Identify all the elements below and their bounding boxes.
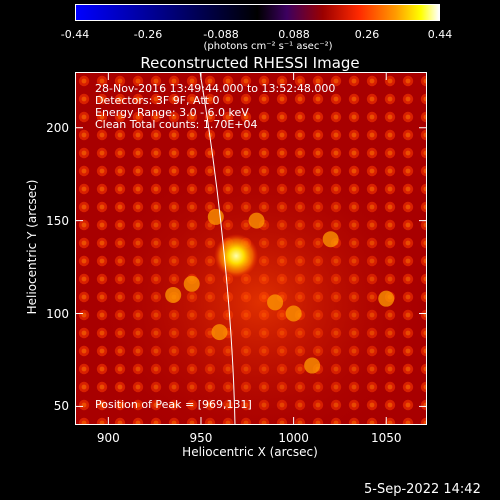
bright-spot [322, 231, 339, 248]
solar-limb-line [199, 72, 236, 425]
bright-spot [248, 212, 265, 229]
chart-title: Reconstructed RHESSI Image [140, 54, 360, 72]
bright-spots [165, 208, 395, 374]
colorbar [75, 4, 440, 21]
bright-spot [165, 286, 182, 303]
colorbar-tick: -0.26 [133, 28, 163, 41]
colorbar-tick: 0.44 [427, 28, 453, 41]
y-tick-label: 150 [46, 213, 69, 228]
info-time-range: 28-Nov-2016 13:49:44.000 to 13:52:48.000 [95, 82, 336, 95]
axis-ticks [75, 72, 427, 425]
colorbar-tick: -0.088 [203, 28, 239, 41]
bright-spot [267, 294, 284, 311]
emission-glow [90, 147, 427, 425]
x-tick-label: 1000 [278, 431, 309, 445]
bright-spot [285, 305, 302, 322]
colorbar-tick: 0.088 [278, 28, 310, 41]
heatmap-plot [75, 72, 427, 425]
colorbar-tick: -0.44 [60, 28, 90, 41]
bright-spot [207, 208, 224, 225]
y-tick-label: 50 [53, 399, 69, 414]
peak-position-label: Position of Peak = [969,131] [95, 398, 252, 411]
bright-spot [211, 324, 228, 341]
peak-spot [214, 233, 259, 278]
bright-spot [378, 290, 395, 307]
info-detectors: Detectors: 3F 9F, Att 0 [95, 94, 220, 107]
x-tick-label: 950 [189, 431, 213, 445]
y-axis-label: Heliocentric Y (arcsec) [25, 179, 39, 315]
info-total-counts: Clean Total counts: 1.70E+04 [95, 118, 258, 131]
colorbar-unit-label: (photons cm⁻² s⁻¹ asec⁻²) [203, 41, 333, 52]
colorbar-tick: 0.26 [354, 28, 380, 41]
info-energy-range: Energy Range: 3.0 - 6.0 keV [95, 106, 249, 119]
x-tick-label: 1050 [370, 431, 402, 445]
timestamp: 5-Sep-2022 14:42 [364, 482, 481, 497]
y-tick-label: 200 [46, 120, 69, 135]
x-tick-label: 900 [96, 431, 120, 445]
x-axis-label: Heliocentric X (arcsec) [182, 445, 318, 459]
plot-frame [75, 72, 427, 425]
bright-spot [183, 275, 200, 292]
bright-spot [304, 357, 321, 374]
y-tick-label: 100 [46, 306, 69, 321]
